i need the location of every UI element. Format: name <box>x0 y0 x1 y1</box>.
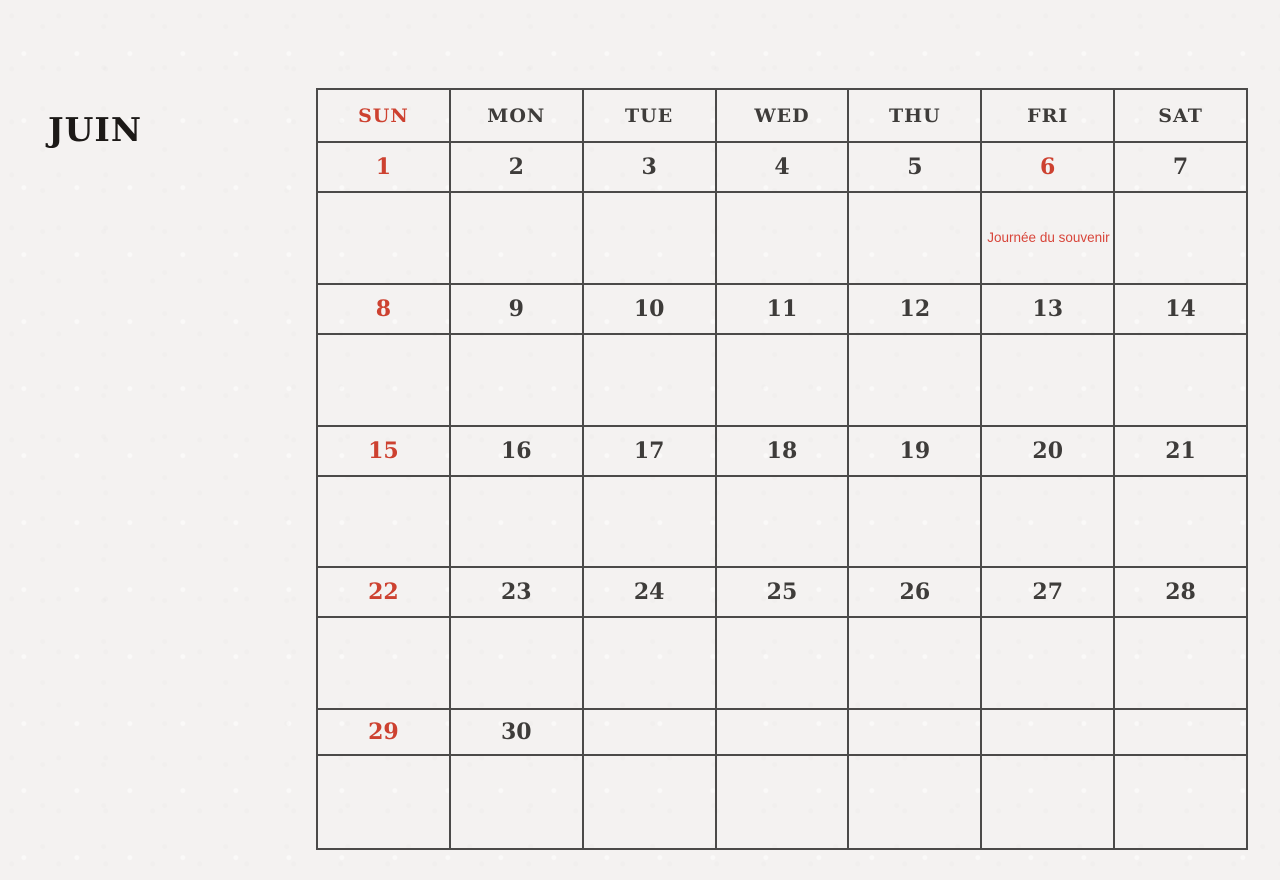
day-header-thu: THU <box>849 90 983 143</box>
event-cell <box>849 193 983 285</box>
date-cell: 25 <box>716 568 850 618</box>
event-cell <box>982 477 1116 568</box>
event-cell <box>450 756 584 850</box>
event-cell <box>1115 193 1248 285</box>
event-cell <box>318 335 451 427</box>
date-cell: 23 <box>450 568 584 618</box>
date-cell <box>716 710 850 756</box>
day-header-tue: TUE <box>583 90 717 143</box>
event-cell <box>450 618 584 710</box>
date-cell: 12 <box>849 285 983 335</box>
date-cell: 5 <box>849 143 983 193</box>
date-cell: 8 <box>318 285 451 335</box>
date-cell: 20 <box>982 427 1116 477</box>
event-cell <box>1115 756 1248 850</box>
date-cell: 10 <box>583 285 717 335</box>
event-cell <box>716 618 850 710</box>
date-cell <box>583 710 717 756</box>
event-cell <box>849 477 983 568</box>
event-cell-holiday: Journée du souvenir <box>982 193 1116 285</box>
event-cell <box>583 618 717 710</box>
event-cell <box>716 193 850 285</box>
event-cell <box>450 335 584 427</box>
event-cell <box>982 335 1116 427</box>
date-cell: 29 <box>318 710 451 756</box>
event-cell <box>1115 335 1248 427</box>
month-title: JUIN <box>48 110 142 149</box>
date-cell: 21 <box>1115 427 1248 477</box>
date-cell: 22 <box>318 568 451 618</box>
date-cell: 2 <box>450 143 584 193</box>
event-cell <box>1115 477 1248 568</box>
date-cell: 6 <box>982 143 1116 193</box>
date-cell: 30 <box>450 710 584 756</box>
date-cell: 19 <box>849 427 983 477</box>
date-cell: 18 <box>716 427 850 477</box>
date-cell: 9 <box>450 285 584 335</box>
event-cell <box>849 335 983 427</box>
date-cell: 16 <box>450 427 584 477</box>
event-cell <box>849 618 983 710</box>
day-header-sun: SUN <box>318 90 451 143</box>
calendar-grid: SUN MON TUE WED THU FRI SAT 1 2 3 4 5 6 7 Journée du s… <box>316 88 1248 850</box>
day-header-fri: FRI <box>982 90 1116 143</box>
date-cell <box>982 710 1116 756</box>
event-cell <box>583 477 717 568</box>
event-cell <box>583 756 717 850</box>
event-cell <box>318 477 451 568</box>
event-cell <box>982 756 1116 850</box>
date-cell: 1 <box>318 143 451 193</box>
date-cell: 26 <box>849 568 983 618</box>
event-cell <box>318 618 451 710</box>
date-cell <box>1115 710 1248 756</box>
day-header-mon: MON <box>450 90 584 143</box>
date-cell: 13 <box>982 285 1116 335</box>
date-cell: 14 <box>1115 285 1248 335</box>
event-cell <box>583 335 717 427</box>
date-cell: 11 <box>716 285 850 335</box>
date-cell <box>849 710 983 756</box>
date-cell: 4 <box>716 143 850 193</box>
date-cell: 28 <box>1115 568 1248 618</box>
event-cell <box>716 756 850 850</box>
date-cell: 3 <box>583 143 717 193</box>
date-cell: 7 <box>1115 143 1248 193</box>
date-cell: 17 <box>583 427 717 477</box>
event-cell <box>450 477 584 568</box>
event-cell <box>982 618 1116 710</box>
event-cell <box>450 193 584 285</box>
event-cell <box>1115 618 1248 710</box>
event-cell <box>849 756 983 850</box>
event-cell <box>716 477 850 568</box>
event-cell <box>716 335 850 427</box>
event-cell <box>318 756 451 850</box>
date-cell: 15 <box>318 427 451 477</box>
day-header-sat: SAT <box>1115 90 1248 143</box>
day-header-wed: WED <box>716 90 850 143</box>
date-cell: 24 <box>583 568 717 618</box>
event-cell <box>318 193 451 285</box>
date-cell: 27 <box>982 568 1116 618</box>
event-cell <box>583 193 717 285</box>
